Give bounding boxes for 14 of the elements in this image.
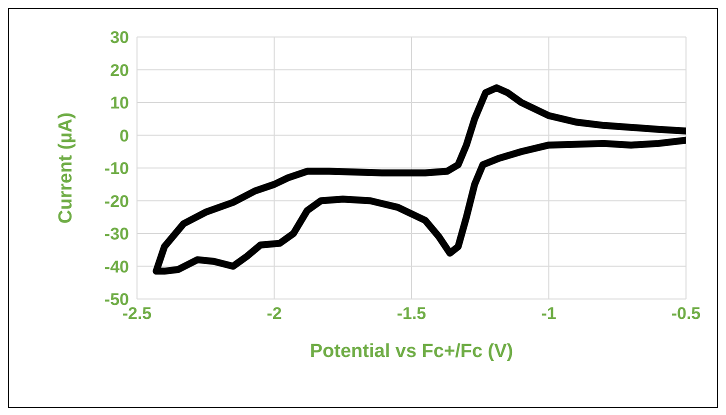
x-tick-label: -1.5 xyxy=(396,304,426,324)
y-tick-label: -40 xyxy=(104,257,129,276)
x-tick-label: -1 xyxy=(541,304,556,324)
x-tick-label: -0.5 xyxy=(671,304,701,324)
y-tick-label: 30 xyxy=(110,28,129,48)
y-tick-label: 10 xyxy=(110,94,129,113)
y-tick-label: 20 xyxy=(110,60,129,80)
y-tick-label: -30 xyxy=(104,224,129,244)
y-tick-label: -20 xyxy=(104,192,129,211)
y-tick-label: -10 xyxy=(104,159,129,178)
y-tick-label: 0 xyxy=(120,126,129,146)
x-tick-label: -2 xyxy=(266,304,282,324)
y-axis-title: Current (µA) xyxy=(56,112,77,224)
x-axis-title: Potential vs Fc+/Fc (V) xyxy=(310,341,514,362)
